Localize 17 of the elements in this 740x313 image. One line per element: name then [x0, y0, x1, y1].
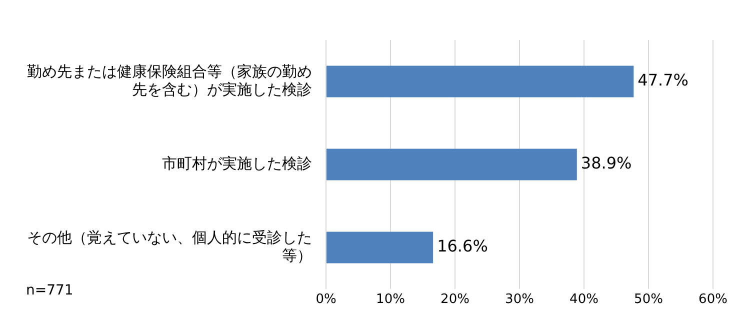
x-tick-label: 30%: [505, 292, 534, 308]
x-tick-label: 60%: [698, 292, 728, 308]
x-tick-label: 10%: [376, 292, 405, 308]
x-tick-label: 20%: [440, 292, 470, 308]
y-tick-label: 勤め先または健康保険組合等（家族の勤め先を含む）が実施した検診: [27, 62, 312, 98]
data-label: 47.7%: [638, 70, 688, 90]
x-tick-label: 50%: [634, 292, 663, 308]
data-label: 38.9%: [580, 154, 632, 173]
x-tick-label: 0%: [316, 292, 336, 308]
data-label: 16.6%: [437, 236, 488, 256]
y-tick-label: その他（覚えていない、個人的に受診した等）: [27, 228, 312, 264]
bar: [326, 148, 577, 180]
x-tick-label: 40%: [570, 292, 598, 308]
text: n=771: [26, 282, 74, 299]
y-tick-label: 市町村が実施した検診: [162, 154, 312, 172]
bar: [326, 232, 434, 264]
bar: [326, 66, 634, 98]
